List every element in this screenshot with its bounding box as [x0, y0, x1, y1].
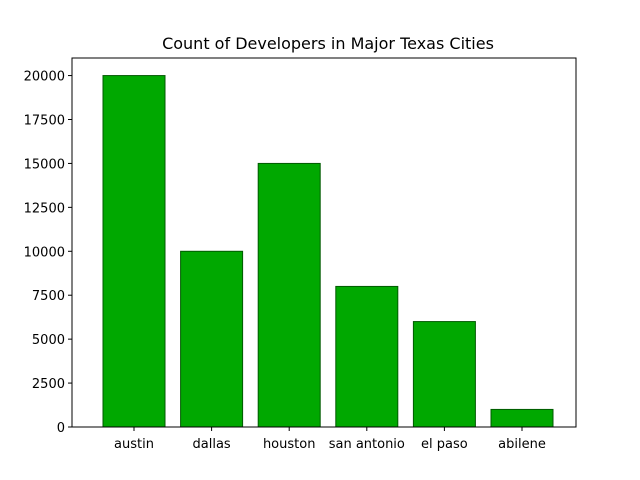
x-tick-label: el paso — [421, 437, 468, 452]
y-axis: 0 2500 5000 7500 10000 12500 15000 17500 20000 — [24, 70, 72, 436]
x-axis: austin dallas houston san antonio el paso abi… — [114, 427, 546, 452]
chart-title: Count of Developers in Major Texas Citie… — [162, 34, 494, 53]
y-tick-label: 7500 — [32, 289, 65, 304]
y-tick-label: 2500 — [32, 377, 65, 392]
bar-austin — [102, 75, 166, 428]
y-tick-label: 5000 — [32, 333, 65, 348]
bars-layer — [102, 75, 554, 428]
bar-dallas — [180, 250, 244, 428]
bar-abilene — [490, 408, 554, 428]
x-tick-label: dallas — [193, 437, 231, 452]
y-tick-label: 20000 — [24, 70, 65, 85]
plot-area-frame — [71, 57, 577, 428]
x-tick-label: abilene — [498, 437, 546, 452]
x-tick-label: san antonio — [329, 437, 405, 452]
x-tick-label: austin — [114, 437, 154, 452]
y-tick-label: 15000 — [24, 157, 65, 172]
bar-houston — [257, 162, 321, 428]
y-tick-label: 0 — [57, 421, 65, 436]
x-tick-label: houston — [263, 437, 316, 452]
y-tick-label: 12500 — [24, 201, 65, 216]
bar-san-antonio — [335, 285, 399, 428]
bar-el-paso — [412, 321, 476, 428]
y-tick-label: 17500 — [24, 114, 65, 129]
y-tick-label: 10000 — [24, 245, 65, 260]
